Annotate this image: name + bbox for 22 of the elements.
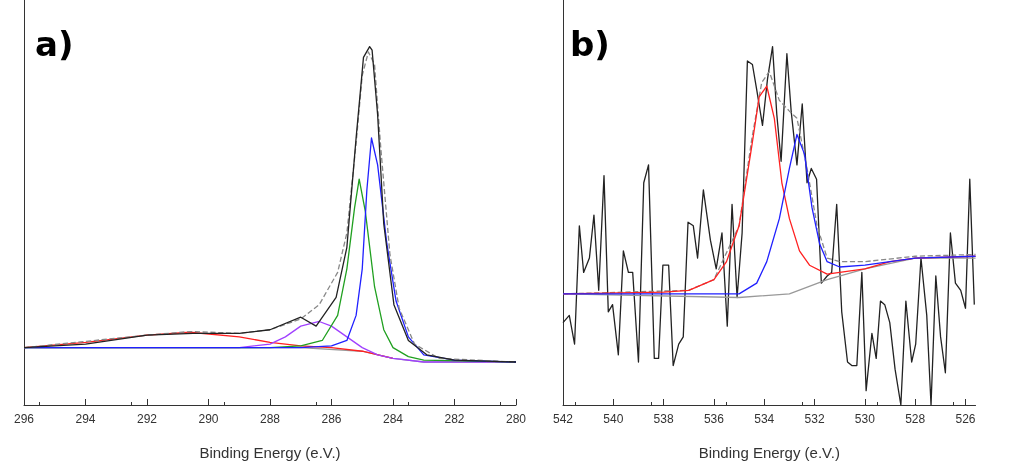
x-tick-label: 534 [754,412,775,426]
x-tick-label: 282 [444,412,465,426]
chart-title: b) [570,24,610,64]
x-tick-label: 290 [198,412,219,426]
x-tick-label: 540 [603,412,624,426]
x-axis-title: Binding Energy (e.V.) [698,444,840,461]
x-tick-label: 530 [854,412,876,426]
x-tick-label: 288 [259,412,281,426]
x-axis-title: Binding Energy (e.V.) [199,444,341,461]
x-tick-label: 280 [505,412,527,426]
x-tick-label: 296 [13,412,35,426]
x-tick-label: 526 [955,412,976,426]
x-tick-label: 294 [75,412,96,426]
x-tick-label: 292 [136,412,158,426]
x-tick-label: 284 [382,412,404,426]
x-tick-label: 532 [804,412,825,426]
x-tick-label: 536 [703,412,725,426]
x-tick-label: 286 [321,412,342,426]
chart-title: a) [35,24,74,64]
x-tick-label: 538 [653,412,674,426]
x-tick-label: 542 [552,412,574,426]
x-tick-label: 528 [905,412,926,426]
